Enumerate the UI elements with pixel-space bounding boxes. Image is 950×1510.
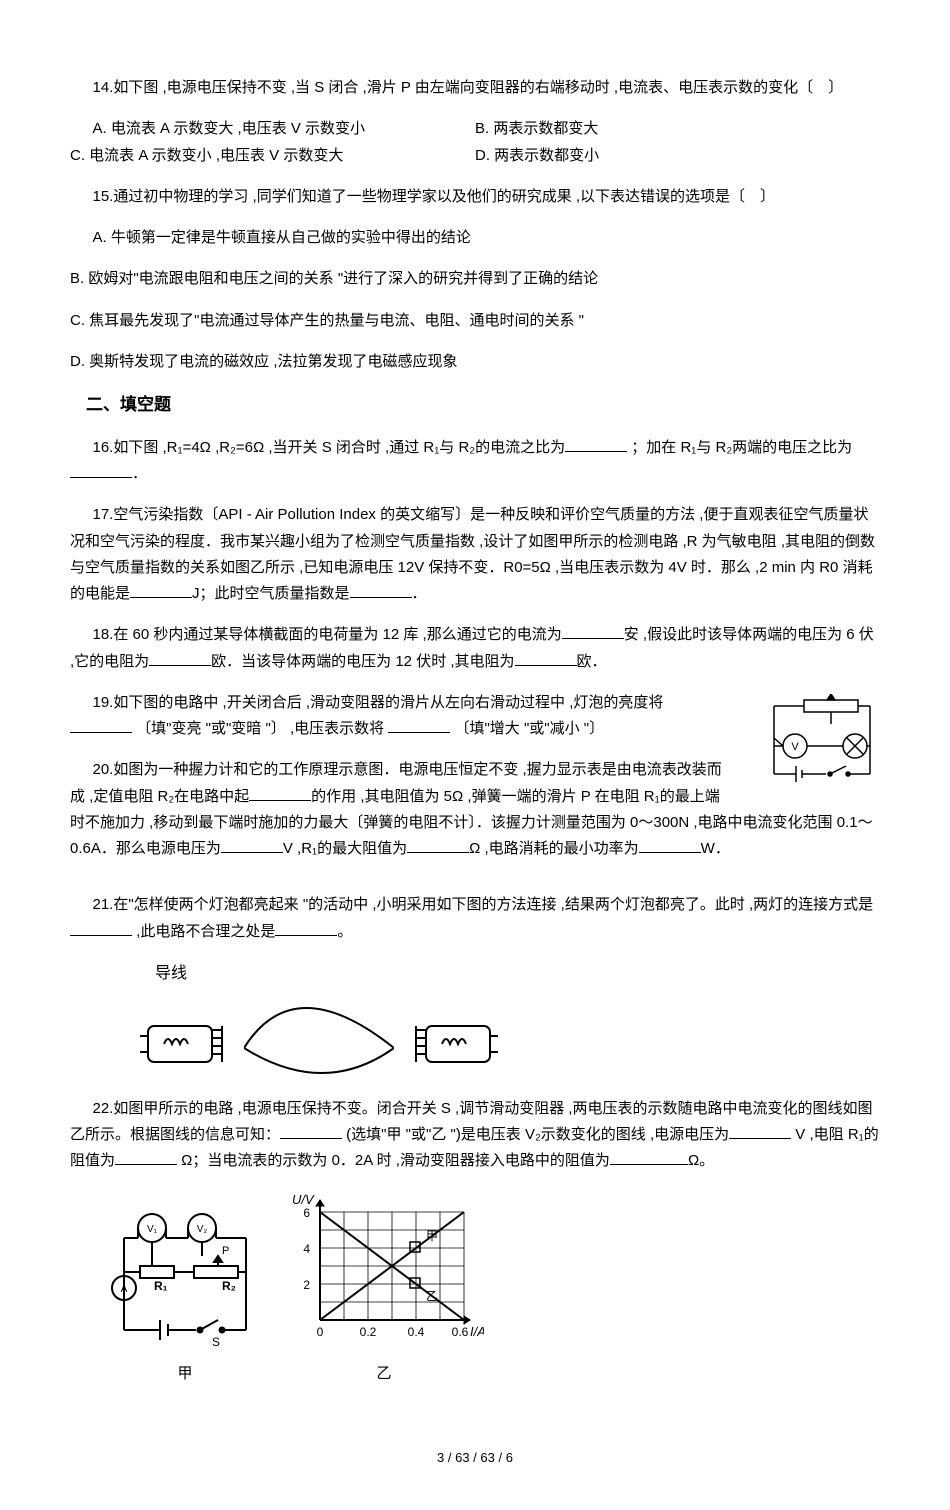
q20-blank1 [249,785,311,801]
fig-q1920: V [740,694,880,794]
q22-e: Ω。 [688,1152,714,1169]
page-footer: 3 / 63 / 63 / 6 [70,1447,880,1470]
svg-text:2: 2 [303,1278,310,1292]
q14-A: A. 电流表 A 示数变大 ,电压表 V 示数变小 [70,116,475,142]
q18-d: 欧． [577,653,607,670]
svg-text:I/A: I/A [470,1324,484,1339]
svg-text:乙: 乙 [426,1289,438,1303]
q21-blank1 [70,920,132,936]
q16-blank1 [565,436,627,452]
svg-text:0.6: 0.6 [452,1325,469,1339]
q20-e: W． [701,840,730,857]
q19-a: 19.如下图的电路中 ,开关闭合后 ,滑动变阻器的滑片从左向右滑动过程中 ,灯泡… [93,694,664,711]
q14-stem: 14.如下图 ,电源电压保持不变 ,当 S 闭合 ,滑片 P 由左端向变阻器的右… [70,75,880,101]
q21-b: ,此电路不合理之处是 [132,923,275,940]
q14-C: C. 电流表 A 示数变小 ,电压表 V 示数变大 [70,143,475,169]
section-2-title: 二、填空题 [86,390,880,420]
fig21-lead-label: 导线 [155,960,880,988]
svg-text:V₁: V₁ [147,1224,158,1235]
svg-text:A: A [121,1284,128,1295]
q18-c: 欧．当该导体两端的电压为 12 伏时 ,其电阻为 [211,653,514,670]
q16-blank2 [70,462,132,478]
q20-blank2 [221,837,283,853]
svg-text:V: V [791,741,799,753]
fig22-cap-left: 甲 [110,1361,260,1387]
q18: 18.在 60 秒内通过某导体横截面的电荷量为 12 库 ,那么通过它的电流为安… [70,622,880,675]
q15-stem: 15.通过初中物理的学习 ,同学们知道了一些物理学家以及他们的研究成果 ,以下表… [70,184,880,210]
svg-text:P: P [222,1245,229,1257]
q22-blank2 [729,1123,791,1139]
fig21 [140,988,880,1078]
q20-blank4 [639,837,701,853]
q14-options-row1: A. 电流表 A 示数变大 ,电压表 V 示数变小 B. 两表示数都变大 [70,116,880,142]
fig22: V₁ V₂ A R₁ R₂ P S 甲 [110,1190,880,1388]
q16-b: ；加在 R₁与 R₂两端的电压之比为 [627,439,852,456]
q21-a: 21.在"怎样使两个灯泡都亮起来 "的活动中 ,小明采用如下图的方法连接 ,结果… [93,896,874,913]
q18-blank1 [562,623,624,639]
q20-d: Ω ,电路消耗的最小功率为 [469,840,639,857]
q19-b: 〔填"变亮 "或"变暗 "〕 ,电压表示数将 [132,720,388,737]
q15-C: C. 焦耳最先发现了"电流通过导体产生的热量与电流、电阻、通电时间的关系 " [70,308,880,334]
q14-options-row2: C. 电流表 A 示数变小 ,电压表 V 示数变大 D. 两表示数都变小 [70,143,880,169]
q18-blank3 [515,650,577,666]
q19-c: 〔填"增大 "或"减小 "〕 [450,720,604,737]
q19-blank1 [70,717,132,733]
q17: 17.空气污染指数〔API - Air Pollution Index 的英文缩… [70,502,880,607]
fig22-left: V₁ V₂ A R₁ R₂ P S 甲 [110,1210,260,1388]
q17-b: J；此时空气质量指数是 [192,585,350,602]
q14-B: B. 两表示数都变大 [475,116,880,142]
q22-blank3 [115,1149,177,1165]
q18-a: 18.在 60 秒内通过某导体横截面的电荷量为 12 库 ,那么通过它的电流为 [93,626,562,643]
svg-text:R₁: R₁ [154,1279,168,1293]
q18-blank2 [149,650,211,666]
svg-text:0.4: 0.4 [408,1325,425,1339]
q15-A: A. 牛顿第一定律是牛顿直接从自己做的实验中得出的结论 [70,225,880,251]
q15-B: B. 欧姆对"电流跟电阻和电压之间的关系 "进行了深入的研究并得到了正确的结论 [70,266,880,292]
q22-d: Ω；当电流表的示数为 0．2A 时 ,滑动变阻器接入电路中的阻值为 [177,1152,610,1169]
q17-blank2 [350,582,412,598]
svg-text:4: 4 [303,1242,310,1256]
q21: 21.在"怎样使两个灯泡都亮起来 "的活动中 ,小明采用如下图的方法连接 ,结果… [70,892,880,945]
svg-text:R₂: R₂ [222,1279,236,1293]
q20-blank3 [407,837,469,853]
svg-text:甲: 甲 [426,1229,438,1243]
q17-blank1 [130,582,192,598]
q16-a: 16.如下图 ,R₁=4Ω ,R₂=6Ω ,当开关 S 闭合时 ,通过 R₁与 … [93,439,566,456]
fig22-right: U/V 6 4 2 0 0.2 0.4 0.6 I/A 甲 乙 乙 [284,1190,484,1388]
fig22-cap-right: 乙 [284,1361,484,1387]
q22-blank4 [610,1149,688,1165]
q14-D: D. 两表示数都变小 [475,143,880,169]
q22: 22.如图甲所示的电路 ,电源电压保持不变。闭合开关 S ,调节滑动变阻器 ,两… [70,1096,880,1175]
q19-blank2 [388,717,450,733]
svg-text:U/V: U/V [292,1192,315,1207]
q22-blank1 [280,1123,342,1139]
q16: 16.如下图 ,R₁=4Ω ,R₂=6Ω ,当开关 S 闭合时 ,通过 R₁与 … [70,435,880,488]
q20-c: V ,R₁的最大阻值为 [283,840,407,857]
svg-text:6: 6 [303,1206,310,1220]
svg-text:0.2: 0.2 [360,1325,377,1339]
q15-D: D. 奥斯特发现了电流的磁效应 ,法拉第发现了电磁感应现象 [70,349,880,375]
svg-text:S: S [212,1335,220,1349]
q1920-wrap: V 19.如下图的电路中 ,开关闭合后 ,滑动变阻器的滑片从左向右滑动过程中 ,… [70,690,880,878]
q21-blank2 [275,920,337,936]
svg-text:0: 0 [317,1325,324,1339]
q22-b: (选填"甲 "或"乙 ")是电压表 V₂示数变化的图线 ,电源电压为 [342,1126,729,1143]
svg-text:V₂: V₂ [197,1224,208,1235]
